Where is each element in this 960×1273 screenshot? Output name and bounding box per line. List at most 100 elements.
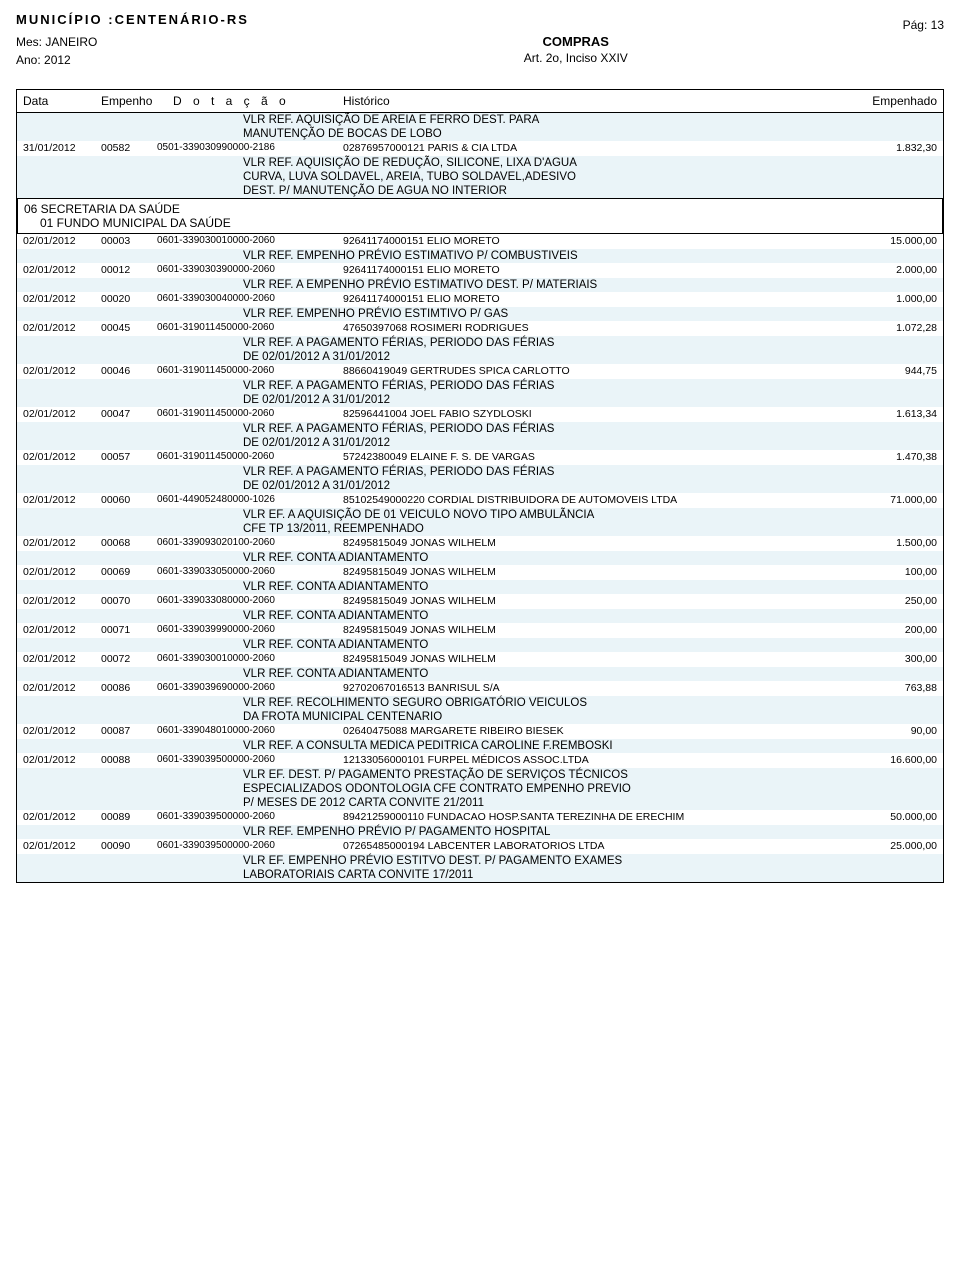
cell-empenho: 00582 (101, 142, 157, 154)
report-title: COMPRAS (249, 34, 903, 49)
cell-empenhado: 1.470,38 (847, 451, 937, 463)
cell-data: 02/01/2012 (23, 537, 101, 549)
cell-historico: 92702067016513 BANRISUL S/A (337, 682, 847, 694)
description-row: P/ MESES DE 2012 CARTA CONVITE 21/2011 (17, 796, 943, 810)
cell-empenho: 00090 (101, 840, 157, 852)
description-text: DE 02/01/2012 A 31/01/2012 (237, 437, 937, 449)
description-row: VLR REF. AQUISIÇÃO DE REDUÇÃO, SILICONE,… (17, 156, 943, 170)
cell-historico: 82495815049 JONAS WILHELM (337, 595, 847, 607)
cell-data: 02/01/2012 (23, 754, 101, 766)
description-row: VLR REF. A PAGAMENTO FÉRIAS, PERIODO DAS… (17, 379, 943, 393)
cell-empenho: 00046 (101, 365, 157, 377)
section-header: 06 SECRETARIA DA SAÚDE 01 FUNDO MUNICIPA… (17, 198, 943, 234)
cell-dotacao: 0601-339039500000-2060 (157, 840, 337, 851)
cell-empenho: 00068 (101, 537, 157, 549)
description-text: VLR REF. CONTA ADIANTAMENTO (237, 639, 937, 651)
cell-data: 02/01/2012 (23, 811, 101, 823)
table-row: 31/01/2012 00582 0501-339030990000-2186 … (17, 141, 943, 156)
description-text: LABORATORIAIS CARTA CONVITE 17/2011 (237, 869, 937, 881)
description-text: DE 02/01/2012 A 31/01/2012 (237, 351, 937, 363)
cell-empenhado: 1.000,00 (847, 293, 937, 305)
description-text: P/ MESES DE 2012 CARTA CONVITE 21/2011 (237, 797, 937, 809)
page-header: MUNICÍPIO :CENTENÁRIO-RS Mes: JANEIRO An… (16, 12, 944, 71)
cell-data: 02/01/2012 (23, 322, 101, 334)
municipio-name: CENTENÁRIO-RS (115, 12, 249, 27)
cell-dotacao: 0601-339030010000-2060 (157, 653, 337, 664)
cell-data: 02/01/2012 (23, 595, 101, 607)
cell-empenho: 00069 (101, 566, 157, 578)
cell-dotacao: 0601-449052480000-1026 (157, 494, 337, 505)
cell-data: 02/01/2012 (23, 840, 101, 852)
description-text: CURVA, LUVA SOLDAVEL, AREIA, TUBO SOLDAV… (237, 171, 937, 183)
cell-data: 02/01/2012 (23, 235, 101, 247)
col-header-empenhado: Empenhado (847, 94, 937, 108)
cell-dotacao: 0601-319011450000-2060 (157, 408, 337, 419)
cell-historico: 12133056000101 FURPEL MÉDICOS ASSOC.LTDA (337, 754, 847, 766)
table-row: 02/01/2012000570601-319011450000-2060572… (17, 450, 943, 465)
col-header-historico: Histórico (343, 94, 847, 108)
description-row: VLR REF. CONTA ADIANTAMENTO (17, 638, 943, 652)
cell-historico: 82596441004 JOEL FABIO SZYDLOSKI (337, 408, 847, 420)
report-page: MUNICÍPIO :CENTENÁRIO-RS Mes: JANEIRO An… (0, 0, 960, 895)
cell-empenhado: 15.000,00 (847, 235, 937, 247)
description-row: DA FROTA MUNICIPAL CENTENARIO (17, 710, 943, 724)
col-header-data: Data (23, 94, 101, 108)
ano-label: Ano: (16, 53, 41, 67)
description-text: VLR REF. A PAGAMENTO FÉRIAS, PERIODO DAS… (237, 466, 937, 478)
table-row: 02/01/2012000200601-339030040000-2060926… (17, 292, 943, 307)
description-text: VLR REF. A CONSULTA MEDICA PEDITRICA CAR… (237, 740, 937, 752)
table-row: 02/01/2012000880601-339039500000-2060121… (17, 753, 943, 768)
table-row: 02/01/2012000030601-339030010000-2060926… (17, 234, 943, 249)
description-row: ESPECIALIZADOS ODONTOLOGIA CFE CONTRATO … (17, 782, 943, 796)
description-row: MANUTENÇÃO DE BOCAS DE LOBO (17, 127, 943, 141)
cell-data: 02/01/2012 (23, 725, 101, 737)
cell-historico: 92641174000151 ELIO MORETO (337, 293, 847, 305)
description-text: DEST. P/ MANUTENÇÃO DE AGUA NO INTERIOR (237, 185, 937, 197)
description-row: VLR REF. A PAGAMENTO FÉRIAS, PERIODO DAS… (17, 336, 943, 350)
cell-historico: 82495815049 JONAS WILHELM (337, 653, 847, 665)
description-row: VLR REF. EMPENHO PRÉVIO ESTIMTIVO P/ GAS (17, 307, 943, 321)
description-row: VLR REF. EMPENHO PRÉVIO P/ PAGAMENTO HOS… (17, 825, 943, 839)
description-row: VLR EF. A AQUISIÇÃO DE 01 VEICULO NOVO T… (17, 508, 943, 522)
cell-dotacao: 0601-339048010000-2060 (157, 725, 337, 736)
cell-empenho: 00003 (101, 235, 157, 247)
description-row: DEST. P/ MANUTENÇÃO DE AGUA NO INTERIOR (17, 184, 943, 198)
description-text: VLR REF. EMPENHO PRÉVIO P/ PAGAMENTO HOS… (237, 826, 937, 838)
table-row: 02/01/2012000450601-319011450000-2060476… (17, 321, 943, 336)
mes-label: Mes: (16, 35, 42, 49)
cell-empenhado: 2.000,00 (847, 264, 937, 276)
cell-dotacao: 0601-339039500000-2060 (157, 811, 337, 822)
cell-historico: 02876957000121 PARIS & CIA LTDA (337, 142, 847, 154)
description-text: VLR REF. CONTA ADIANTAMENTO (237, 668, 937, 680)
cell-historico: 82495815049 JONAS WILHELM (337, 624, 847, 636)
cell-empenhado: 50.000,00 (847, 811, 937, 823)
pag-value: 13 (931, 18, 944, 32)
col-header-dotacao: D o t a ç ã o (173, 94, 343, 108)
table-row: 02/01/2012000720601-339030010000-2060824… (17, 652, 943, 667)
cell-dotacao: 0501-339030990000-2186 (157, 142, 337, 153)
description-row: VLR REF. A PAGAMENTO FÉRIAS, PERIODO DAS… (17, 422, 943, 436)
cell-dotacao: 0601-339039690000-2060 (157, 682, 337, 693)
cell-data: 31/01/2012 (23, 142, 101, 154)
cell-empenhado: 90,00 (847, 725, 937, 737)
col-header-empenho: Empenho (101, 94, 173, 108)
description-text: VLR REF. AQUISIÇÃO DE AREIA E FERRO DEST… (237, 114, 937, 126)
cell-historico: 92641174000151 ELIO MORETO (337, 235, 847, 247)
cell-data: 02/01/2012 (23, 264, 101, 276)
ano-value: 2012 (44, 53, 71, 67)
description-text: VLR REF. CONTA ADIANTAMENTO (237, 552, 937, 564)
description-row: DE 02/01/2012 A 31/01/2012 (17, 393, 943, 407)
section-line-2: 01 FUNDO MUNICIPAL DA SAÚDE (24, 216, 936, 230)
description-row: LABORATORIAIS CARTA CONVITE 17/2011 (17, 868, 943, 882)
cell-empenho: 00088 (101, 754, 157, 766)
cell-empenhado: 250,00 (847, 595, 937, 607)
municipio-line: MUNICÍPIO :CENTENÁRIO-RS (16, 12, 249, 27)
description-row: VLR REF. RECOLHIMENTO SEGURO OBRIGATÓRIO… (17, 696, 943, 710)
description-text: VLR REF. EMPENHO PRÉVIO ESTIMTIVO P/ GAS (237, 308, 937, 320)
cell-empenho: 00047 (101, 408, 157, 420)
cell-empenhado: 1.072,28 (847, 322, 937, 334)
description-row: VLR REF. CONTA ADIANTAMENTO (17, 580, 943, 594)
table-row: 02/01/2012000470601-319011450000-2060825… (17, 407, 943, 422)
cell-empenho: 00070 (101, 595, 157, 607)
cell-historico: 89421259000110 FUNDACAO HOSP.SANTA TEREZ… (337, 811, 847, 823)
